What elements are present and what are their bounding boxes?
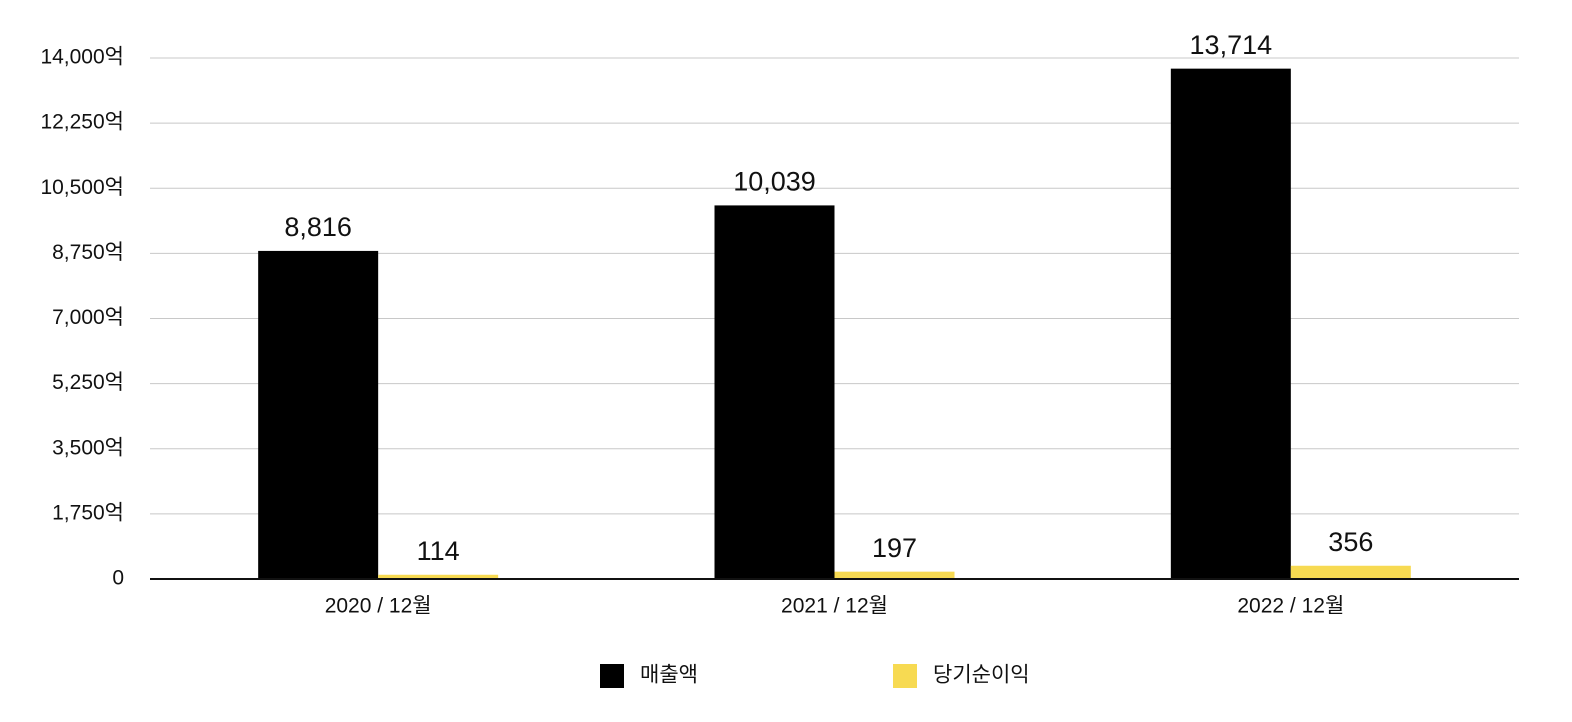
data-label: 197	[872, 533, 917, 563]
y-tick-label: 12,250억	[40, 111, 124, 134]
y-tick-label: 10,500억	[40, 176, 124, 199]
bar	[714, 205, 835, 579]
bar	[258, 250, 379, 579]
bar	[378, 574, 499, 579]
y-tick-label: 1,750억	[52, 501, 124, 524]
data-label: 114	[417, 536, 460, 566]
data-label: 356	[1328, 527, 1373, 557]
legend-swatch	[893, 664, 917, 688]
x-tick-label: 2020 / 12월	[325, 595, 432, 618]
y-tick-label: 0	[112, 567, 124, 590]
x-tick-label: 2022 / 12월	[1237, 595, 1344, 618]
bar	[1290, 565, 1411, 579]
y-tick-label: 14,000억	[40, 46, 124, 69]
data-label: 13,714	[1190, 30, 1273, 60]
legend-label: 매출액	[640, 664, 698, 687]
legend-label: 당기순이익	[933, 664, 1030, 687]
y-tick-label: 8,750억	[52, 241, 124, 264]
data-label: 8,816	[284, 212, 352, 242]
bar	[1170, 68, 1291, 580]
y-tick-label: 3,500억	[52, 436, 124, 459]
legend-swatch	[600, 664, 624, 688]
x-tick-label: 2021 / 12월	[781, 595, 888, 618]
bar	[834, 571, 955, 579]
y-tick-label: 7,000억	[52, 306, 124, 329]
y-tick-label: 5,250억	[52, 371, 124, 394]
data-label: 10,039	[733, 167, 816, 197]
